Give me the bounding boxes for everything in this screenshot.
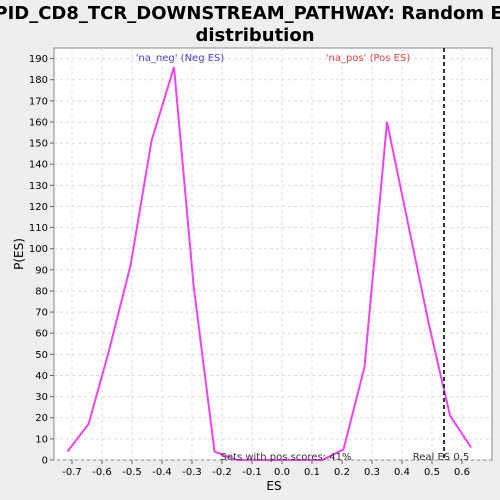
y-tick-label: 100 [29,244,48,255]
real-es-label: Real ES 0.5 [413,452,469,463]
x-tick-label: -0.6 [92,467,112,478]
y-tick-label: 80 [35,286,48,297]
y-tick-label: 160 [29,117,48,128]
y-tick-label: 0 [42,456,48,467]
y-tick-label: 140 [29,160,48,171]
x-tick-label: 0.4 [394,467,410,478]
chart-title-line2: distribution [195,25,314,46]
y-tick-label: 150 [29,139,48,150]
y-tick-label: 20 [35,413,48,424]
y-tick-label: 120 [29,202,48,213]
y-tick-label: 180 [29,75,48,86]
x-tick-label: -0.1 [242,467,262,478]
x-tick-label: -0.3 [182,467,202,478]
series-group [66,66,472,461]
x-tick-label: 0.6 [454,467,470,478]
grid-lines [54,48,492,461]
x-tick-label: -0.2 [212,467,232,478]
x-axis-label: ES [266,479,281,493]
y-axis-label: P(ES) [12,238,26,270]
chart-title-line1: PID_CD8_TCR_DOWNSTREAM_PATHWAY: Random E… [0,3,500,24]
y-tick-label: 110 [29,223,48,234]
y-tick-label: 70 [35,308,48,319]
x-tick-label: -0.7 [62,467,82,478]
x-axis: -0.7 -0.6 -0.5 -0.4 -0.3 -0.2 -0.1 0.0 0.1 0.2 0.3… [62,460,470,478]
pos-es-label: 'na_pos' (Pos ES) [326,53,411,64]
x-tick-label: -0.5 [122,467,142,478]
sets-pos-scores-label: Sets with pos scores: 41% [221,452,352,463]
x-tick-label: 0.5 [424,467,440,478]
y-tick-label: 190 [29,54,48,65]
y-tick-label: 130 [29,181,48,192]
x-tick-label: 0.1 [304,467,320,478]
x-tick-label: 0.3 [364,467,380,478]
series-line [66,66,472,461]
y-tick-label: 60 [35,329,48,340]
y-tick-label: 40 [35,371,48,382]
x-tick-label: -0.4 [152,467,172,478]
y-tick-label: 170 [29,96,48,107]
neg-es-label: 'na_neg' (Neg ES) [136,53,225,64]
y-tick-label: 50 [35,350,48,361]
y-tick-label: 30 [35,392,48,403]
y-axis: 0 10 20 30 40 50 60 70 80 90 100 110 120 130 140 150 160… [29,54,54,467]
x-tick-label: 0.2 [334,467,350,478]
x-tick-label: 0.0 [274,467,290,478]
plot-area [53,47,493,461]
y-tick-label: 10 [35,434,48,445]
y-tick-label: 90 [35,265,48,276]
